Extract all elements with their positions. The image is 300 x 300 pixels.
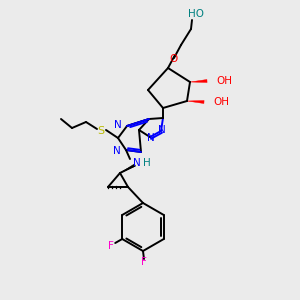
Text: N: N (114, 120, 122, 130)
Text: H: H (143, 158, 151, 168)
Text: N: N (113, 146, 121, 156)
Text: O: O (169, 54, 177, 64)
Text: F: F (141, 257, 147, 267)
Polygon shape (190, 80, 207, 82)
Text: S: S (98, 126, 105, 136)
Text: N: N (133, 158, 141, 168)
Text: OH: OH (216, 76, 232, 86)
Text: N: N (147, 133, 155, 143)
Text: OH: OH (213, 97, 229, 107)
Text: F: F (108, 241, 114, 251)
Polygon shape (120, 164, 136, 173)
Polygon shape (187, 100, 204, 103)
Text: HO: HO (188, 9, 204, 19)
Text: N: N (158, 125, 166, 135)
